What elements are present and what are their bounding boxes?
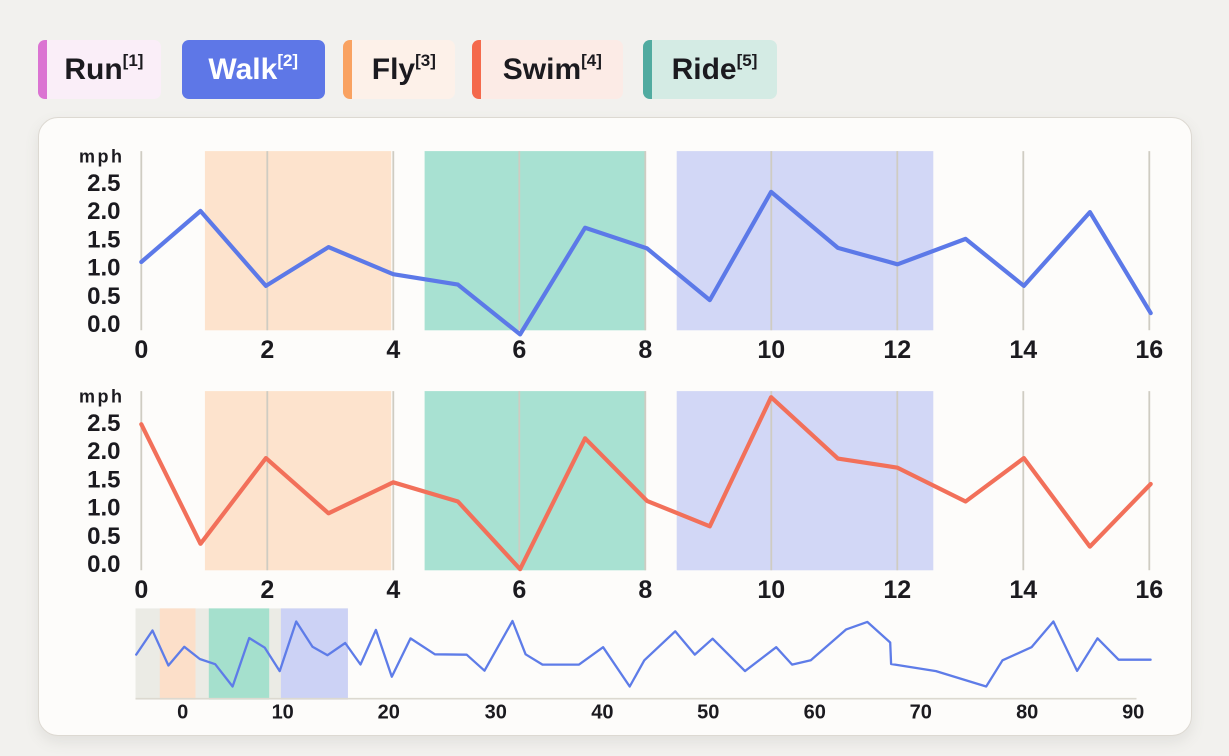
svg-text:10: 10 — [757, 576, 785, 604]
svg-text:40: 40 — [591, 701, 613, 723]
svg-text:0: 0 — [134, 576, 148, 604]
svg-text:2: 2 — [260, 576, 274, 604]
svg-text:4: 4 — [386, 576, 400, 604]
svg-text:80: 80 — [1016, 701, 1038, 723]
svg-text:0.5: 0.5 — [87, 283, 120, 310]
svg-text:20: 20 — [378, 701, 400, 723]
svg-text:50: 50 — [697, 701, 719, 723]
svg-text:12: 12 — [883, 336, 911, 364]
svg-text:4: 4 — [386, 336, 400, 364]
svg-text:2.5: 2.5 — [87, 170, 120, 197]
svg-text:mph: mph — [79, 147, 125, 167]
svg-text:8: 8 — [638, 336, 652, 364]
svg-text:2.5: 2.5 — [87, 410, 120, 437]
svg-text:0.0: 0.0 — [87, 551, 120, 578]
svg-text:10: 10 — [272, 701, 294, 723]
svg-text:90: 90 — [1122, 701, 1144, 723]
svg-text:60: 60 — [804, 701, 826, 723]
svg-text:0.0: 0.0 — [87, 311, 120, 338]
svg-text:2: 2 — [260, 336, 274, 364]
svg-text:12: 12 — [883, 576, 911, 604]
svg-text:16: 16 — [1135, 576, 1163, 604]
svg-text:6: 6 — [512, 336, 526, 364]
svg-text:mph: mph — [79, 387, 125, 407]
svg-text:14: 14 — [1009, 336, 1037, 364]
svg-text:1.5: 1.5 — [87, 467, 120, 494]
svg-text:10: 10 — [757, 336, 785, 364]
svg-text:0.5: 0.5 — [87, 523, 120, 550]
svg-text:16: 16 — [1135, 336, 1163, 364]
svg-text:14: 14 — [1009, 576, 1037, 604]
svg-text:8: 8 — [638, 576, 652, 604]
svg-text:70: 70 — [910, 701, 932, 723]
svg-text:1.0: 1.0 — [87, 255, 120, 282]
svg-text:0: 0 — [134, 336, 148, 364]
svg-text:30: 30 — [485, 701, 507, 723]
svg-text:2.0: 2.0 — [87, 198, 120, 225]
svg-text:0: 0 — [177, 701, 188, 723]
svg-text:1.0: 1.0 — [87, 495, 120, 522]
svg-text:2.0: 2.0 — [87, 438, 120, 465]
svg-text:6: 6 — [512, 576, 526, 604]
svg-text:1.5: 1.5 — [87, 227, 120, 254]
